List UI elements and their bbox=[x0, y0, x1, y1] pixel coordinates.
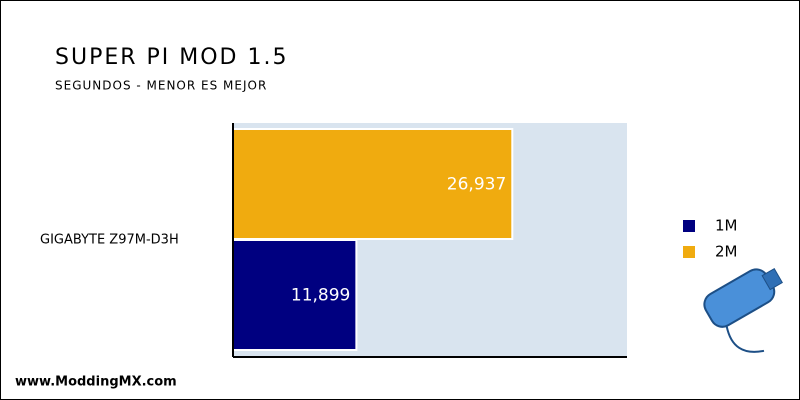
legend-label: 1M bbox=[715, 217, 738, 235]
value-label: 26,937 bbox=[447, 175, 506, 195]
y-tick-label: GIGABYTE Z97M-D3H bbox=[40, 233, 179, 248]
legend-swatch bbox=[683, 246, 695, 258]
chart-title: SUPER PI MOD 1.5 bbox=[55, 45, 288, 70]
legend-label: 2M bbox=[715, 243, 738, 261]
bar bbox=[232, 128, 514, 240]
logo-icon bbox=[703, 267, 783, 353]
value-label: 11,899 bbox=[291, 286, 350, 306]
chart-subtitle: SEGUNDOS - MENOR ES MEJOR bbox=[55, 79, 267, 93]
legend-swatch bbox=[683, 220, 695, 232]
watermark: www.ModdingMX.com bbox=[15, 375, 177, 390]
